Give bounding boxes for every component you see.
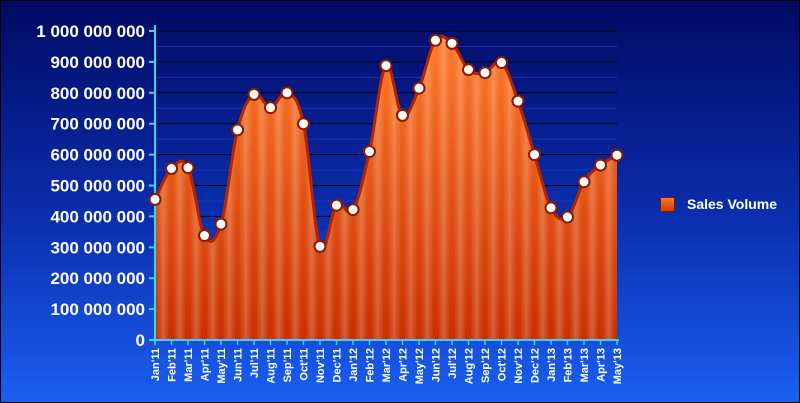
x-tick-label: Apr'13 — [596, 348, 608, 382]
x-tick-label: Jan'13 — [546, 348, 558, 382]
data-point — [528, 148, 541, 162]
area-stripe — [288, 36, 302, 340]
data-point — [561, 210, 574, 224]
x-tick-label: Apr'12 — [398, 348, 410, 382]
y-tick-label: 500 000 000 — [50, 177, 145, 196]
x-tick-label: Feb'12 — [365, 348, 377, 382]
y-tick-label: 800 000 000 — [50, 84, 145, 103]
x-tick-label: Nov'11 — [315, 348, 327, 383]
data-point — [577, 175, 591, 189]
data-point — [462, 63, 475, 77]
x-tick-label: Dec'12 — [530, 348, 542, 383]
x-tick-label: Dec'11 — [332, 348, 344, 382]
x-tick-label: May'13 — [612, 348, 624, 384]
data-point — [148, 192, 162, 206]
y-tick-label: 400 000 000 — [50, 207, 145, 226]
data-point — [379, 59, 393, 73]
y-tick-label: 700 000 000 — [50, 115, 145, 134]
x-tick-label: Jul'11 — [249, 348, 261, 378]
area-stripe — [420, 36, 434, 340]
x-tick-label: Mar'13 — [579, 348, 591, 382]
x-tick-label: Aug'11 — [266, 348, 278, 384]
area-stripe — [486, 36, 500, 340]
x-tick-label: Mar'12 — [381, 348, 393, 382]
data-point — [445, 36, 459, 50]
axes — [149, 25, 619, 345]
x-tick-label: Feb'11 — [167, 348, 179, 382]
data-point — [610, 148, 624, 162]
data-point — [511, 94, 525, 108]
y-tick-label: 900 000 000 — [50, 53, 145, 72]
y-tick-label: 200 000 000 — [50, 269, 145, 288]
area-stripe — [272, 36, 286, 340]
x-axis-ticks: Jan'11 Feb'11 Mar'11 Apr'11 May'11 Jun'11 Jul'… — [150, 348, 624, 384]
x-tick-label: Jan'11 — [150, 348, 162, 381]
x-tick-label: Jun'11 — [233, 348, 245, 382]
data-point — [181, 161, 195, 175]
data-point — [363, 145, 376, 159]
area-stripe — [437, 36, 451, 340]
data-point — [214, 217, 228, 231]
legend-swatch — [660, 196, 675, 212]
data-point — [198, 229, 211, 243]
y-tick-label: 1 000 000 000 — [36, 22, 145, 41]
area-stripe — [453, 36, 467, 340]
area-stripe — [255, 36, 269, 340]
legend: Sales Volume — [660, 196, 777, 212]
x-tick-label: Apr'11 — [200, 348, 212, 381]
x-tick-label: Jul'12 — [447, 348, 459, 379]
x-tick-label: Oct'12 — [497, 348, 509, 381]
x-tick-label: May'11 — [216, 348, 228, 384]
data-point — [313, 239, 327, 253]
data-point — [495, 56, 508, 70]
data-point — [412, 81, 426, 95]
x-tick-label: Nov'12 — [513, 348, 525, 384]
y-tick-label: 600 000 000 — [50, 146, 145, 165]
data-point — [544, 201, 558, 215]
y-tick-label: 0 — [136, 331, 145, 350]
y-tick-label: 300 000 000 — [50, 238, 145, 257]
x-tick-label: Aug'12 — [464, 348, 476, 384]
x-tick-label: Jan'12 — [348, 348, 360, 382]
y-axis-ticks: 0 100 000 000 200 000 000 300 000 000 400 00… — [36, 22, 145, 350]
data-point — [297, 117, 310, 131]
x-tick-label: Mar'11 — [183, 348, 195, 382]
data-point — [280, 86, 294, 100]
data-point — [396, 108, 409, 122]
area-stripe — [503, 36, 517, 340]
legend-label-sales-volume: Sales Volume — [687, 196, 778, 212]
x-tick-label: Feb'13 — [563, 348, 575, 382]
data-point — [165, 162, 178, 176]
y-tick-label: 100 000 000 — [50, 300, 145, 319]
data-point — [478, 66, 492, 80]
data-point — [247, 87, 261, 101]
area-stripe — [470, 36, 484, 340]
data-point — [594, 158, 607, 172]
x-tick-label: Sep'12 — [480, 348, 492, 383]
data-point — [346, 203, 360, 217]
x-tick-label: May'12 — [414, 348, 426, 384]
data-point — [330, 198, 343, 212]
x-tick-label: Jun'12 — [431, 348, 443, 382]
x-tick-label: Oct'11 — [299, 348, 311, 381]
data-point — [231, 123, 244, 137]
data-point — [429, 33, 442, 47]
data-points — [148, 33, 624, 253]
x-tick-label: Sep'11 — [282, 348, 294, 382]
data-point — [264, 101, 277, 115]
